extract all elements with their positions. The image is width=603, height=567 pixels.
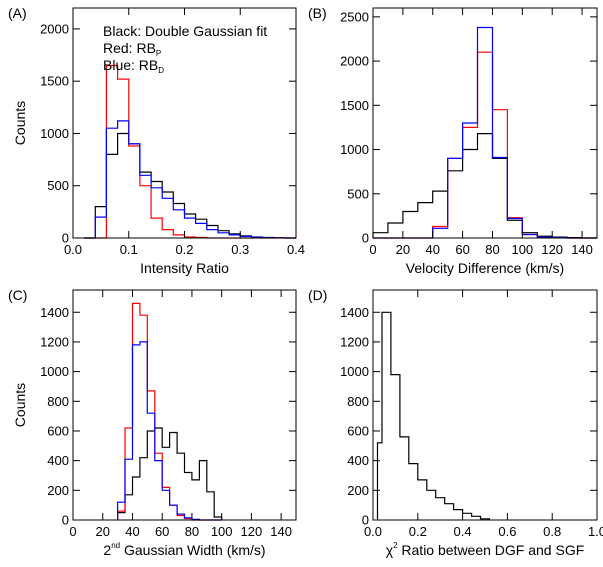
y-tick-label: 0: [362, 513, 369, 528]
x-tick-label: 140: [571, 242, 593, 257]
x-tick-label: 0.2: [175, 242, 193, 257]
x-tick-label: 0.0: [64, 242, 82, 257]
y-tick-label: 1200: [340, 334, 369, 349]
x-tick-label: 0.4: [454, 524, 472, 539]
y-tick-label: 1000: [40, 364, 69, 379]
panel-c: 0 20 40 60 80 100 120 1400200400600800100012001…: [8, 287, 297, 558]
panel-label: (B): [308, 5, 327, 21]
y-tick-label: 1500: [40, 74, 69, 89]
y-tick-label: 200: [347, 483, 369, 498]
y-axis-label: Counts: [12, 383, 28, 427]
y-tick-label: 0: [362, 231, 369, 246]
y-tick-label: 600: [47, 423, 69, 438]
y-tick-label: 1400: [340, 305, 369, 320]
x-axis-label: 2nd Gaussian Width (km/s): [103, 541, 265, 558]
series-1-line: [84, 64, 296, 239]
series-0-line: [376, 311, 491, 520]
x-tick-label: 140: [270, 524, 292, 539]
plot-frame: [372, 289, 598, 521]
x-axis-label: Intensity Ratio: [140, 260, 229, 276]
panel-label: (D): [308, 287, 327, 303]
x-tick-label: 60: [155, 524, 169, 539]
panel-d: 0.0 0.2 0.4 0.6 0.8 1.0 0 200 400 600 800 1000 1200 1…: [308, 287, 603, 558]
x-tick-label: 120: [241, 524, 263, 539]
x-tick-label: 0: [369, 242, 376, 257]
y-tick-label: 1000: [340, 364, 369, 379]
panel-label: (A): [8, 5, 27, 21]
x-tick-label: 100: [211, 524, 233, 539]
y-tick-label: 1000: [340, 142, 369, 157]
y-tick-label: 400: [47, 453, 69, 468]
y-tick-label: 500: [47, 178, 69, 193]
y-tick-label: 1200: [40, 334, 69, 349]
x-tick-label: 40: [125, 524, 139, 539]
y-tick-label: 800: [47, 394, 69, 409]
y-tick-label: 800: [347, 394, 369, 409]
plot-frame: [72, 289, 297, 521]
x-tick-label: 1.0: [588, 524, 603, 539]
x-axis-label: χ2 Ratio between DGF and SGF: [386, 541, 585, 558]
y-tick-label: 2000: [340, 54, 369, 69]
series-2-line: [117, 341, 222, 521]
x-tick-label: 80: [485, 242, 499, 257]
x-tick-label: 80: [185, 524, 199, 539]
x-tick-label: 60: [455, 242, 469, 257]
x-tick-label: 0.1: [120, 242, 138, 257]
x-tick-label: 0.6: [498, 524, 516, 539]
y-tick-label: 2500: [340, 9, 369, 24]
y-tick-label: 1500: [340, 98, 369, 113]
x-tick-label: 0: [69, 524, 76, 539]
series-2-line: [84, 120, 296, 239]
y-tick-label: 1400: [40, 305, 69, 320]
x-axis-label: Velocity Difference (km/s): [406, 260, 564, 276]
x-tick-label: 20: [396, 242, 410, 257]
series-2-line: [373, 26, 597, 239]
y-tick-label: 400: [347, 453, 369, 468]
x-tick-label: 20: [95, 524, 109, 539]
series-0-line: [117, 427, 223, 520]
plot-frame: [372, 7, 598, 239]
x-tick-label: 0.8: [543, 524, 561, 539]
y-tick-label: 1000: [40, 126, 69, 141]
series-1-line: [373, 51, 597, 239]
x-tick-label: 0.3: [231, 242, 249, 257]
x-tick-label: 120: [541, 242, 563, 257]
y-tick-label: 2000: [40, 21, 69, 36]
panel-a: 0.0 0.1 0.2 0.3 0.4 0 500 1000 1500 2000 (A) Counts…: [8, 5, 305, 276]
x-tick-label: 0.4: [287, 242, 305, 257]
legend-annotation: Blue: RBD: [103, 57, 164, 75]
x-tick-label: 0.0: [364, 524, 382, 539]
y-tick-label: 0: [62, 513, 69, 528]
x-tick-label: 0.2: [409, 524, 427, 539]
panel-label: (C): [8, 287, 27, 303]
y-axis-label: Counts: [12, 101, 28, 145]
panel-b: 0 20 40 60 80 100 120 140 0 500 1000 1500 2000 2500 (B…: [308, 5, 598, 276]
x-tick-label: 100: [511, 242, 533, 257]
legend-annotation: Black: Double Gaussian fit: [103, 23, 267, 39]
series-0-line: [84, 132, 296, 239]
legend-annotation: Red: RBP: [103, 40, 161, 58]
series-1-line: [117, 302, 222, 521]
series-0-line: [372, 133, 597, 239]
y-tick-label: 600: [347, 423, 369, 438]
x-tick-label: 40: [425, 242, 439, 257]
y-tick-label: 500: [347, 186, 369, 201]
y-tick-label: 200: [47, 483, 69, 498]
y-tick-label: 0: [62, 231, 69, 246]
